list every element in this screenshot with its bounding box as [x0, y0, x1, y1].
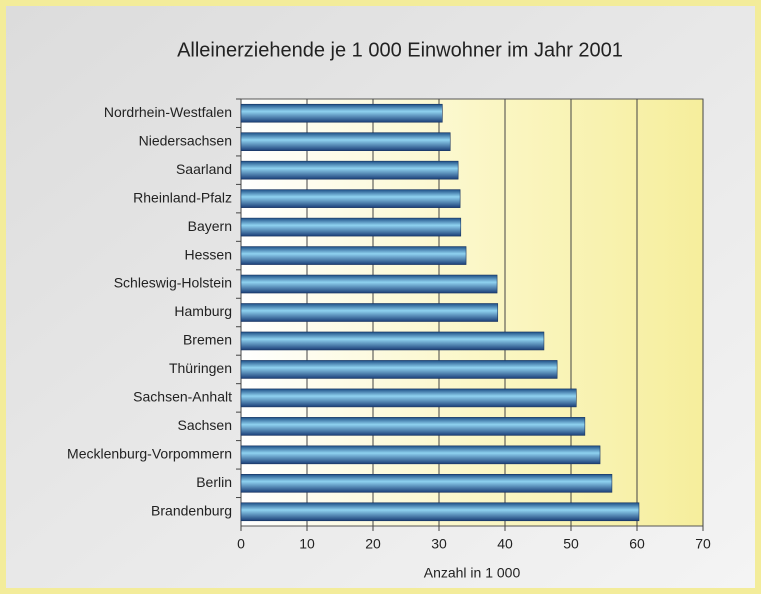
x-tick-label: 40: [497, 536, 513, 552]
x-axis-label: Anzahl in 1 000: [424, 565, 521, 581]
y-tick-label: Saarland: [176, 161, 232, 177]
bar: [240, 132, 451, 151]
bar: [240, 388, 577, 408]
bar: [240, 360, 558, 379]
bar: [240, 274, 498, 294]
y-tick-label: Sachsen: [178, 417, 232, 433]
x-tick-label: 30: [431, 536, 447, 552]
y-tick-label: Bremen: [183, 332, 232, 348]
bar: [240, 417, 586, 436]
y-tick-label: Thüringen: [169, 360, 232, 376]
x-tick-label: 0: [237, 536, 245, 552]
bar: [240, 445, 601, 465]
x-tick-label: 10: [299, 536, 315, 552]
y-tick-label: Niedersachsen: [139, 132, 232, 148]
bar: [240, 103, 443, 123]
y-tick-label: Hessen: [185, 246, 232, 262]
bar: [240, 473, 613, 493]
x-tick-label: 70: [695, 536, 711, 552]
y-tick-label: Nordrhein-Westfalen: [104, 104, 232, 120]
bar: [240, 217, 462, 237]
bar: [240, 331, 545, 351]
x-tick-label: 20: [365, 536, 381, 552]
y-tick-label: Sachsen-Anhalt: [133, 389, 232, 405]
x-tick-label: 60: [629, 536, 645, 552]
chart-title: Alleinerziehende je 1 000 Einwohner im J…: [177, 39, 623, 61]
bar: [240, 502, 640, 522]
bar: [240, 189, 461, 208]
bar: [240, 160, 459, 180]
y-tick-label: Schleswig-Holstein: [114, 275, 232, 291]
y-tick-label: Berlin: [196, 474, 232, 490]
x-tick-label: 50: [563, 536, 579, 552]
y-tick-label: Mecklenburg-Vorpommern: [67, 446, 232, 462]
y-tick-label: Rheinland-Pfalz: [133, 189, 232, 205]
bar: [240, 303, 499, 322]
y-tick-label: Bayern: [188, 218, 232, 234]
y-tick-label: Hamburg: [174, 303, 232, 319]
y-tick-label: Brandenburg: [151, 502, 232, 518]
bar: [240, 246, 467, 265]
